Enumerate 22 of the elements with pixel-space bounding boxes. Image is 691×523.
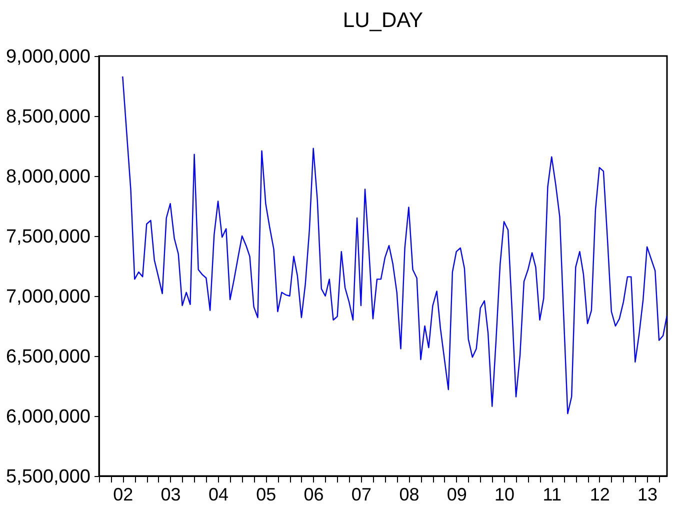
y-tick-label: 5,500,000: [6, 466, 90, 488]
y-tick-label: 8,500,000: [6, 106, 90, 128]
x-tick-label: 13: [638, 484, 658, 504]
x-tick-label: 06: [304, 484, 324, 504]
x-tick-label: 08: [399, 484, 420, 504]
x-tick-label: 07: [351, 484, 372, 504]
x-tick-label: 05: [256, 484, 276, 504]
chart-title: LU_DAY: [342, 9, 424, 32]
y-tick-label: 6,000,000: [6, 406, 90, 428]
x-tick-label: 10: [494, 484, 515, 504]
x-tick-label: 11: [542, 484, 562, 504]
y-tick-label: 6,500,000: [6, 346, 90, 368]
x-tick-label: 02: [113, 484, 134, 504]
y-tick-label: 8,000,000: [6, 166, 90, 188]
x-tick-label: 09: [446, 484, 467, 504]
y-tick-label: 7,000,000: [6, 286, 90, 308]
y-tick-label: 9,000,000: [6, 46, 90, 68]
x-tick-label: 12: [590, 484, 610, 504]
y-tick-label: 7,500,000: [6, 226, 90, 248]
x-tick-label: 04: [208, 484, 229, 504]
x-tick-label: 03: [160, 484, 181, 504]
line-series: [122, 76, 667, 414]
